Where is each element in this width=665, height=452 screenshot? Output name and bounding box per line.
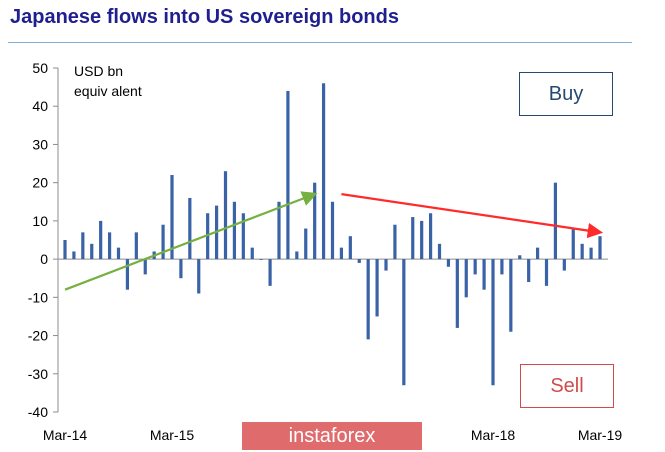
bar	[553, 182, 558, 260]
bar	[544, 259, 549, 286]
bar	[393, 224, 397, 260]
bar	[535, 247, 540, 260]
bar	[161, 224, 165, 260]
bar	[313, 182, 317, 260]
bar	[491, 259, 495, 386]
x-axis-labels: Mar-14 Mar-15 Mar-18 Mar-19	[43, 427, 623, 443]
bar	[527, 259, 531, 283]
bar	[268, 259, 272, 286]
x-tick-label: Mar-18	[471, 427, 516, 443]
bar	[170, 175, 174, 260]
bar	[446, 259, 451, 267]
bar	[223, 171, 228, 260]
bar	[509, 259, 513, 332]
bar	[402, 259, 406, 386]
y-tick-label: 20	[32, 175, 48, 191]
y-tick-label: 30	[32, 136, 48, 152]
bar	[428, 213, 433, 260]
trend-lines	[64, 191, 604, 291]
bars	[63, 83, 602, 386]
y-tick-label: 10	[32, 213, 48, 229]
y-tick-label: -20	[28, 328, 48, 344]
bar	[580, 243, 584, 260]
bar	[286, 90, 290, 260]
bar	[81, 232, 85, 260]
bar	[72, 251, 76, 260]
bar	[420, 220, 424, 260]
bar	[375, 259, 379, 317]
y-tick-label: -40	[28, 404, 48, 420]
x-tick-label: Mar-15	[150, 427, 195, 443]
bar	[143, 259, 147, 275]
bar	[107, 232, 112, 260]
bar	[598, 236, 602, 260]
bar	[571, 228, 575, 260]
bar	[99, 220, 103, 260]
bar	[384, 259, 388, 271]
unit-note-line1: USD bn	[74, 63, 123, 79]
bar	[339, 247, 344, 260]
unit-note-line2: equiv alent	[74, 83, 142, 99]
title-divider	[8, 42, 632, 43]
bar	[125, 259, 130, 290]
y-tick-label: -30	[28, 366, 48, 382]
bar	[411, 217, 415, 260]
bar	[589, 247, 593, 260]
bar	[330, 201, 335, 260]
bar	[518, 255, 522, 260]
bar	[241, 213, 245, 260]
bar	[63, 240, 67, 260]
bar	[500, 259, 504, 275]
bar	[321, 83, 326, 260]
y-tick-label: 0	[40, 251, 48, 267]
bar	[482, 259, 486, 290]
bar	[437, 243, 442, 260]
x-tick-label: Mar-14	[43, 427, 88, 443]
bar	[259, 259, 263, 260]
y-tick-label: -10	[28, 289, 48, 305]
bar	[562, 259, 566, 271]
bar	[455, 259, 459, 328]
bar	[188, 197, 192, 260]
bar	[357, 259, 361, 263]
buy-annotation: Buy	[519, 72, 613, 116]
bar	[116, 247, 121, 260]
bar	[366, 259, 370, 340]
bar	[197, 259, 201, 294]
bar	[295, 251, 299, 260]
chart-title: Japanese flows into US sovereign bonds	[10, 6, 399, 28]
y-tick-label: 40	[32, 98, 48, 114]
bar	[277, 201, 281, 260]
sell-annotation: Sell	[520, 364, 614, 408]
y-tick-label: 50	[32, 60, 48, 76]
bar	[473, 259, 477, 275]
watermark-logo: instaforex	[242, 422, 422, 450]
bar	[304, 228, 308, 260]
bar	[179, 259, 183, 279]
falling-trend-arrow	[341, 193, 604, 239]
bar	[134, 232, 138, 260]
x-tick-label: Mar-19	[578, 427, 623, 443]
bar	[348, 236, 352, 260]
bar	[250, 247, 254, 260]
bar	[232, 201, 237, 260]
bar	[464, 259, 468, 298]
rising-trend-arrow	[64, 191, 318, 291]
bar	[90, 243, 94, 260]
